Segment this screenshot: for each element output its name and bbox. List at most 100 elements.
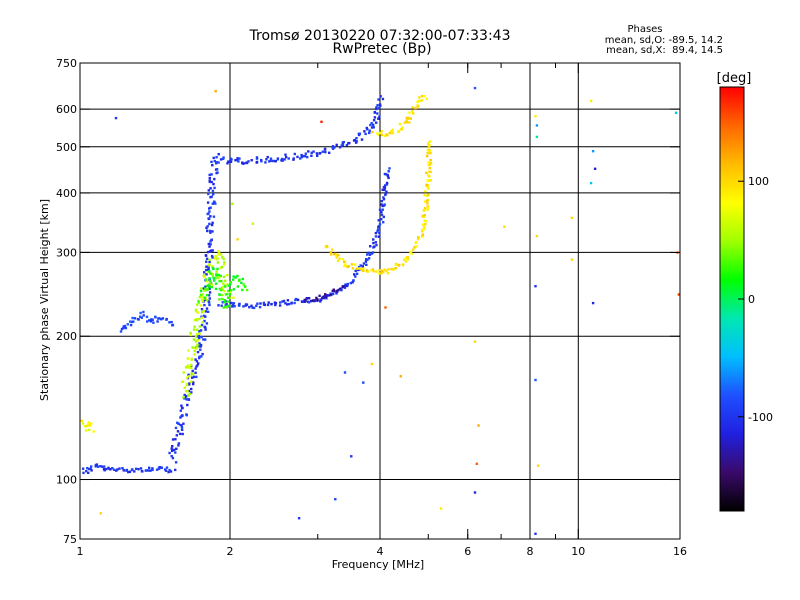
data-point	[196, 311, 200, 314]
data-point	[399, 375, 402, 378]
data-point	[321, 150, 324, 153]
data-point	[390, 132, 394, 135]
data-point	[377, 225, 380, 229]
data-point	[222, 263, 226, 266]
data-point	[200, 295, 204, 299]
data-point	[174, 426, 178, 430]
data-point	[203, 274, 206, 277]
data-point	[232, 296, 235, 299]
data-point	[305, 297, 309, 300]
colorbar-label: [deg]	[717, 71, 752, 86]
data-point	[423, 214, 426, 217]
data-point	[210, 285, 213, 289]
data-point	[207, 284, 210, 287]
data-point	[345, 144, 349, 147]
data-point	[332, 252, 336, 256]
data-point	[370, 122, 373, 125]
data-point	[167, 470, 170, 474]
data-point	[421, 228, 424, 231]
data-point	[362, 267, 365, 270]
data-point	[210, 173, 213, 176]
data-point	[378, 103, 382, 106]
data-point	[205, 307, 209, 310]
data-point	[203, 271, 206, 274]
data-point	[211, 189, 215, 193]
data-point	[201, 299, 204, 303]
plot-grid	[80, 63, 680, 539]
data-point	[216, 257, 219, 260]
data-point	[330, 248, 334, 251]
data-point	[427, 161, 430, 164]
data-point	[427, 141, 430, 145]
data-point	[534, 532, 537, 535]
data-point	[207, 189, 210, 192]
data-point	[366, 253, 369, 256]
data-point	[570, 216, 574, 219]
data-point	[198, 330, 201, 333]
data-point	[270, 302, 273, 306]
data-point	[203, 319, 206, 323]
data-point	[200, 323, 204, 327]
data-point	[206, 268, 209, 272]
data-point	[216, 267, 219, 271]
data-point	[398, 122, 402, 126]
data-point	[378, 223, 382, 226]
data-point	[228, 293, 232, 296]
data-point	[421, 235, 424, 238]
data-point	[299, 157, 302, 160]
data-point	[343, 264, 346, 268]
data-point	[371, 251, 375, 254]
data-point	[374, 107, 378, 111]
data-point	[203, 296, 206, 299]
colorbar-tick-label: 0	[748, 293, 755, 306]
data-point	[205, 293, 209, 297]
data-point	[90, 422, 93, 425]
data-point	[149, 320, 153, 323]
data-point	[301, 155, 304, 158]
data-point	[107, 467, 110, 470]
data-point	[222, 257, 225, 261]
data-point	[338, 287, 342, 291]
data-point	[199, 343, 203, 347]
data-point	[177, 442, 181, 445]
data-point	[426, 151, 429, 155]
x-tick-label: 1	[77, 545, 84, 558]
data-point	[197, 335, 201, 338]
data-point	[263, 303, 266, 307]
data-point	[80, 419, 83, 422]
data-point	[163, 468, 167, 471]
data-point	[426, 202, 429, 205]
data-point	[213, 279, 216, 282]
data-point	[183, 386, 186, 389]
data-point	[674, 111, 678, 114]
data-point	[424, 200, 427, 203]
data-point	[236, 274, 239, 278]
data-point	[194, 367, 197, 370]
data-point	[194, 308, 198, 311]
data-point	[188, 392, 191, 396]
data-point	[175, 447, 178, 450]
data-point	[362, 269, 365, 272]
data-point	[284, 155, 288, 159]
data-point	[293, 152, 296, 156]
data-point	[427, 145, 431, 149]
data-point	[181, 380, 185, 383]
data-point	[274, 303, 277, 307]
data-point	[380, 133, 383, 137]
data-point	[381, 188, 384, 191]
data-point	[180, 428, 184, 431]
data-point	[386, 134, 389, 137]
data-point	[421, 233, 425, 236]
data-point	[385, 190, 388, 193]
data-point	[231, 303, 235, 307]
data-point	[99, 465, 102, 468]
data-point	[223, 301, 226, 304]
data-point	[283, 158, 286, 161]
data-point	[221, 288, 224, 292]
data-point	[101, 465, 104, 468]
data-point	[215, 156, 218, 159]
data-point	[241, 277, 244, 281]
data-point	[329, 293, 332, 297]
data-point	[355, 272, 359, 275]
data-point	[344, 263, 347, 266]
